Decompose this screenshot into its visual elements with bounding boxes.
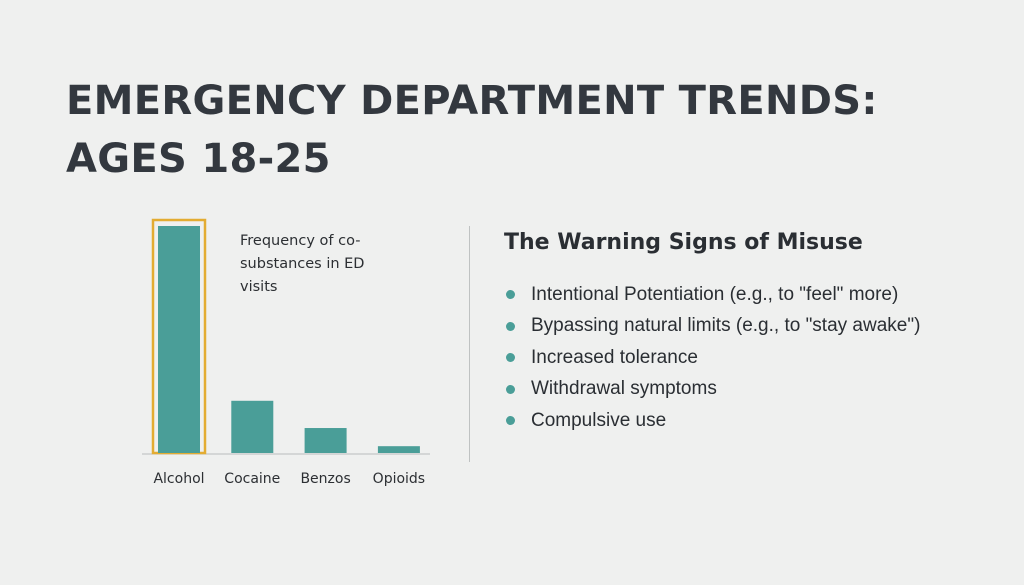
title-line-1: EMERGENCY DEPARTMENT TRENDS: [66,78,878,124]
list-item: Bypassing natural limits (e.g., to "stay… [506,311,920,343]
list-item: Compulsive use [506,405,920,437]
list-item: Increased tolerance [506,342,920,374]
bullet-icon [506,353,515,363]
bullet-icon [506,416,515,426]
list-item-label: Increased tolerance [531,346,698,368]
warning-signs-heading: The Warning Signs of Misuse [504,230,863,255]
bar-benzos [304,428,347,453]
list-item-label: Withdrawal symptoms [531,378,717,400]
list-item: Withdrawal symptoms [506,374,920,406]
bullet-icon [506,321,515,331]
list-item-label: Bypassing natural limits (e.g., to "stay… [531,315,921,337]
bullet-icon [506,290,515,300]
bar-alcohol [158,226,200,453]
bullet-icon [506,384,515,394]
list-item-label: Compulsive use [531,409,667,431]
chart-caption: Frequency of co- substances in ED visits [240,230,410,299]
tick-label-benzos: Benzos [300,471,350,487]
chart-caption-line-3: visits [240,279,278,295]
chart-caption-line-2: substances in ED [240,256,365,272]
section-divider [469,226,470,462]
bar-opioids [377,446,420,453]
list-item: Intentional Potentiation (e.g., to "feel… [506,279,920,311]
page-title: EMERGENCY DEPARTMENT TRENDS: AGES 18-25 [66,72,878,188]
title-line-2: AGES 18-25 [66,136,331,182]
list-item-label: Intentional Potentiation (e.g., to "feel… [531,283,899,305]
tick-label-alcohol: Alcohol [153,471,204,487]
tick-label-cocaine: Cocaine [224,471,280,487]
chart-caption-line-1: Frequency of co- [240,233,361,249]
warning-signs-list: Intentional Potentiation (e.g., to "feel… [506,279,920,437]
tick-label-opioids: Opioids [373,471,425,487]
bar-cocaine [231,400,274,453]
